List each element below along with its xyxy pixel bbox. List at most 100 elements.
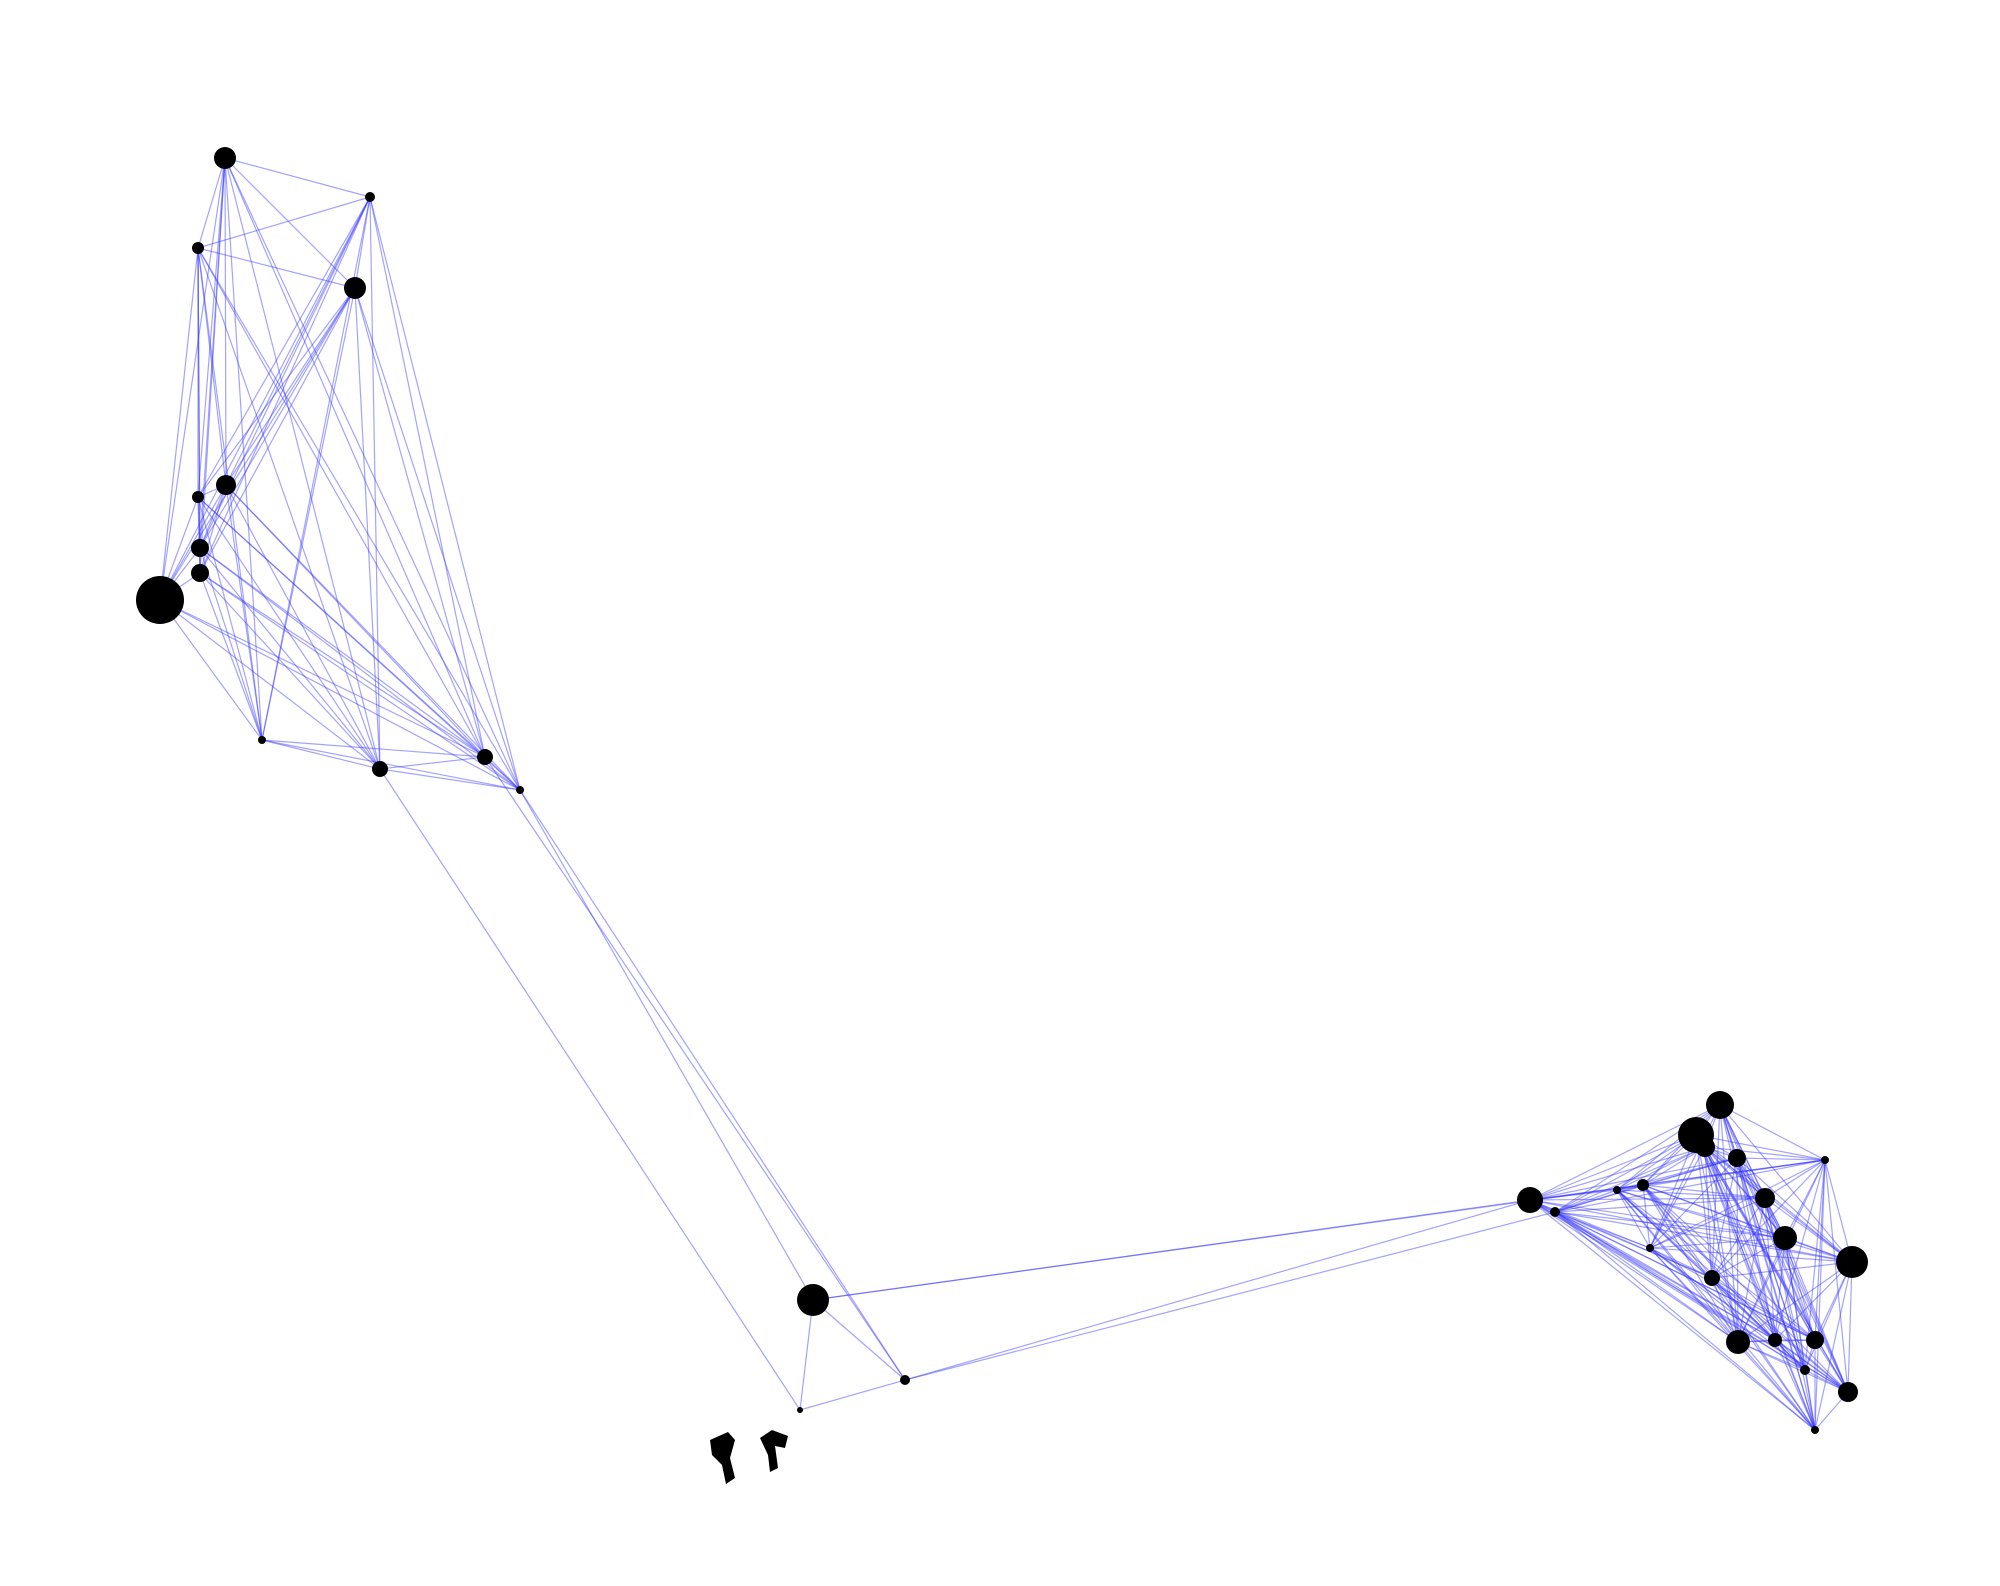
network-edge-anjouan [1616,1159,1826,1191]
network-edge-anjouan [1616,1146,1706,1191]
network-edge-anjouan [1554,1159,1826,1213]
city-node-grande-comore [516,786,524,794]
network-edge-anjouan [1616,1189,1816,1431]
network-edge-anjouan [1695,1134,1713,1279]
network-edge-grande-comore [199,547,263,741]
city-node-grande-comore [192,491,204,503]
network-edge-grande-comore [225,484,381,770]
network-edge-grande-comore [225,484,263,741]
network-edge-anjouan [1642,1184,1766,1199]
network-edge-anjouan [1554,1197,1766,1213]
network-edge-grande-comore [199,287,356,549]
network-edge-anjouan [1529,1197,1766,1201]
city-node-anjouan [1773,1226,1797,1250]
network-edge-grande-comore [261,739,521,791]
network-edge-anjouan [1711,1237,1786,1279]
network-edge-grande-comore [199,572,381,770]
city-node-anjouan [1806,1331,1824,1349]
network-edge-anjouan [1554,1211,1713,1279]
network-edge-anjouan [1784,1237,1849,1393]
network-edge-anjouan [1719,1104,1739,1343]
city-node-grande-comore [372,761,388,777]
network-edge-anjouan [1711,1157,1738,1279]
network-edge-anjouan [1616,1189,1651,1249]
network-edge-grande-comore [199,157,226,574]
network-edge-anjouan [1711,1277,1776,1341]
network-edge-anjouan [1529,1199,1739,1343]
network-edge-anjouan [1804,1261,1853,1371]
network-edge-anjouan [1814,1159,1826,1341]
network-edge-anjouan [1695,1134,1849,1393]
network-edge-anjouan [1642,1184,1816,1431]
network-edge-grande-comore [159,599,381,770]
network-edge-anjouan [1616,1189,1713,1279]
moheli-coastline [658,1252,988,1438]
network-edge-anjouan [1711,1277,1816,1431]
city-node-grande-comore [191,564,209,582]
network-edge-grande-comore [225,196,371,486]
network-edge-anjouan [1704,1146,1826,1161]
network-edge-grande-comore [197,157,226,498]
network-edge-anjouan [1649,1237,1786,1249]
network-edge-grande-comore [159,247,199,601]
network-edge-anjouan [1642,1184,1776,1341]
network-edge-anjouan [1704,1146,1816,1431]
network-edge-anjouan [1649,1247,1849,1393]
network-edge-anjouan [1529,1199,1786,1239]
city-node-anjouan [1695,1137,1715,1157]
city-node-anjouan [1646,1244,1654,1252]
network-edge-grande-comore [369,196,521,791]
network-edge-anjouan [1736,1157,1806,1371]
network-edge-grande-comore [199,547,486,758]
network-edge-grande-comore [224,157,227,486]
city-node-anjouan [1836,1246,1868,1278]
network-edge-anjouan [1704,1146,1849,1393]
network-edge-anjouan [1649,1247,1853,1263]
network-edge-grande-comore [199,484,227,574]
city-node-moheli [797,1284,829,1316]
moheli-islet-2 [760,1430,788,1472]
network-edge-anjouan [1774,1339,1816,1431]
moheli-islet-1 [710,1432,735,1484]
network-edge-grande-comore [199,157,226,549]
network-edge-anjouan [1554,1211,1853,1263]
network-edge-anjouan [1554,1189,1618,1213]
network-edge-anjouan [1554,1146,1706,1213]
network-edge-anjouan [1616,1189,1786,1239]
network-edge-inter-island [519,789,814,1301]
network-edge-anjouan [1695,1134,1776,1341]
network-edge-anjouan [1737,1237,1786,1343]
network-edge-anjouan [1642,1184,1853,1263]
network-edge-grande-comore [199,287,356,574]
network-edge-anjouan [1529,1199,1816,1431]
network-edge-anjouan [1704,1146,1776,1341]
network-edge-anjouan [1529,1199,1853,1263]
network-edge-anjouan [1719,1104,1776,1341]
network-edge-grande-comore [197,247,381,770]
network-edge-anjouan [1719,1104,1806,1371]
network-edge-grande-comore [199,572,521,791]
city-node-grande-comore [344,277,366,299]
network-edge-anjouan [1824,1159,1853,1263]
city-node-moheli [797,1407,803,1413]
network-edge-grande-comore [197,287,356,498]
network-edge-anjouan [1529,1189,1618,1201]
city-node-grande-comore [477,749,493,765]
network-edge-anjouan [1736,1157,1739,1343]
network-edge-anjouan [1649,1146,1706,1249]
network-edge-anjouan [1711,1277,1816,1341]
network-edge-anjouan [1764,1197,1853,1263]
network-edge-anjouan [1529,1199,1651,1249]
network-edge-grande-comore [199,484,227,549]
network-edge-anjouan [1695,1134,1739,1343]
network-edge-grande-comore [354,287,521,791]
network-edge-anjouan [1814,1339,1849,1393]
network-edge-grande-comore [369,196,381,770]
city-node-anjouan [1613,1186,1621,1194]
city-node-grande-comore [258,736,266,744]
network-edge-anjouan [1737,1341,1816,1431]
network-edge-anjouan [1764,1197,1776,1341]
network-edge-grande-comore [197,247,521,791]
city-node-grande-comore [192,242,204,254]
network-edge-grande-comore [197,496,263,741]
